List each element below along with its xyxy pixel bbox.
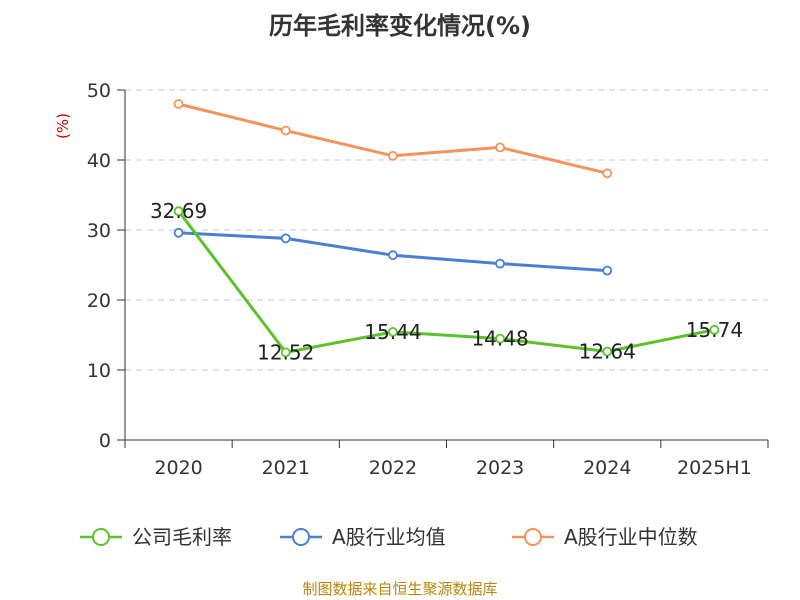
source-note: 制图数据来自恒生聚源数据库 — [302, 580, 498, 598]
series-0-data-label-2025H1: 15.74 — [686, 318, 743, 342]
series-1-point-2024 — [602, 265, 613, 276]
series-2-point-2020 — [173, 99, 184, 109]
series-0-line — [177, 210, 715, 354]
y-tick-label-10: 10 — [87, 360, 111, 382]
grid-lines — [125, 89, 768, 371]
legend-marker-2 — [524, 528, 542, 546]
legend-item-0: 公司毛利率 — [80, 525, 232, 549]
series-2-point-2021 — [280, 125, 291, 136]
legend-label-1: A股行业均值 — [332, 525, 446, 549]
x-tick-label-2020: 2020 — [154, 457, 202, 479]
series-0-data-label-2020: 32.69 — [150, 199, 207, 223]
series-1-point-2020 — [173, 227, 184, 238]
series-2-line — [178, 102, 608, 175]
legend: 公司毛利率 A股行业均值 A股行业中位数 — [80, 525, 698, 549]
series-0-point-2020 — [173, 206, 184, 217]
series-2-point-2024 — [602, 168, 613, 179]
y-tick-label-0: 0 — [99, 430, 111, 452]
series-0-point-2025H1 — [709, 324, 720, 335]
series-0-point-2024 — [602, 346, 613, 357]
series-2-point-2023 — [495, 142, 505, 153]
y-tick-label-50: 50 — [87, 80, 111, 102]
y-axis-label: (%) — [54, 113, 72, 139]
x-tick-label-2024: 2024 — [583, 457, 631, 479]
series-1-point-2021 — [280, 233, 291, 244]
series-2-point-2022 — [388, 150, 398, 161]
legend-label-2: A股行业中位数 — [564, 525, 698, 549]
series-0-data-label-2024: 12.64 — [579, 340, 636, 364]
series-1-point-2023 — [495, 258, 505, 269]
y-tick-label-40: 40 — [87, 150, 111, 172]
legend-item-1: A股行业均值 — [280, 525, 446, 549]
series-0-data-label-2021: 12.52 — [257, 340, 314, 364]
y-tick-label-20: 20 — [87, 290, 111, 312]
x-tick-label-2023: 2023 — [476, 457, 524, 479]
legend-marker-1 — [292, 528, 310, 546]
series-0-point-2022 — [388, 327, 398, 337]
x-tick-label-2025H1: 2025H1 — [677, 457, 752, 479]
series-1-point-2022 — [388, 250, 398, 261]
series-0-point-2023 — [495, 333, 505, 344]
legend-marker-0 — [92, 528, 110, 546]
series-0-point-2021 — [280, 347, 291, 358]
series-layer: 32.69 12.52 15.44 14.48 12.64 15.74 — [150, 99, 743, 364]
legend-item-2: A股行业中位数 — [512, 525, 698, 549]
y-tick-label-30: 30 — [87, 220, 111, 242]
legend-label-0: 公司毛利率 — [132, 525, 232, 549]
x-tick-label-2022: 2022 — [369, 457, 417, 479]
series-0-data-label-2023: 14.48 — [471, 327, 528, 351]
x-tick-label-2021: 2021 — [262, 457, 310, 479]
axes: 0 10 20 30 40 50 2020 2021 2022 2023 2024 2025H1 — [87, 80, 769, 479]
series-0-data-label-2022: 15.44 — [364, 320, 421, 344]
chart-title: 历年毛利率变化情况(%) — [269, 12, 531, 40]
